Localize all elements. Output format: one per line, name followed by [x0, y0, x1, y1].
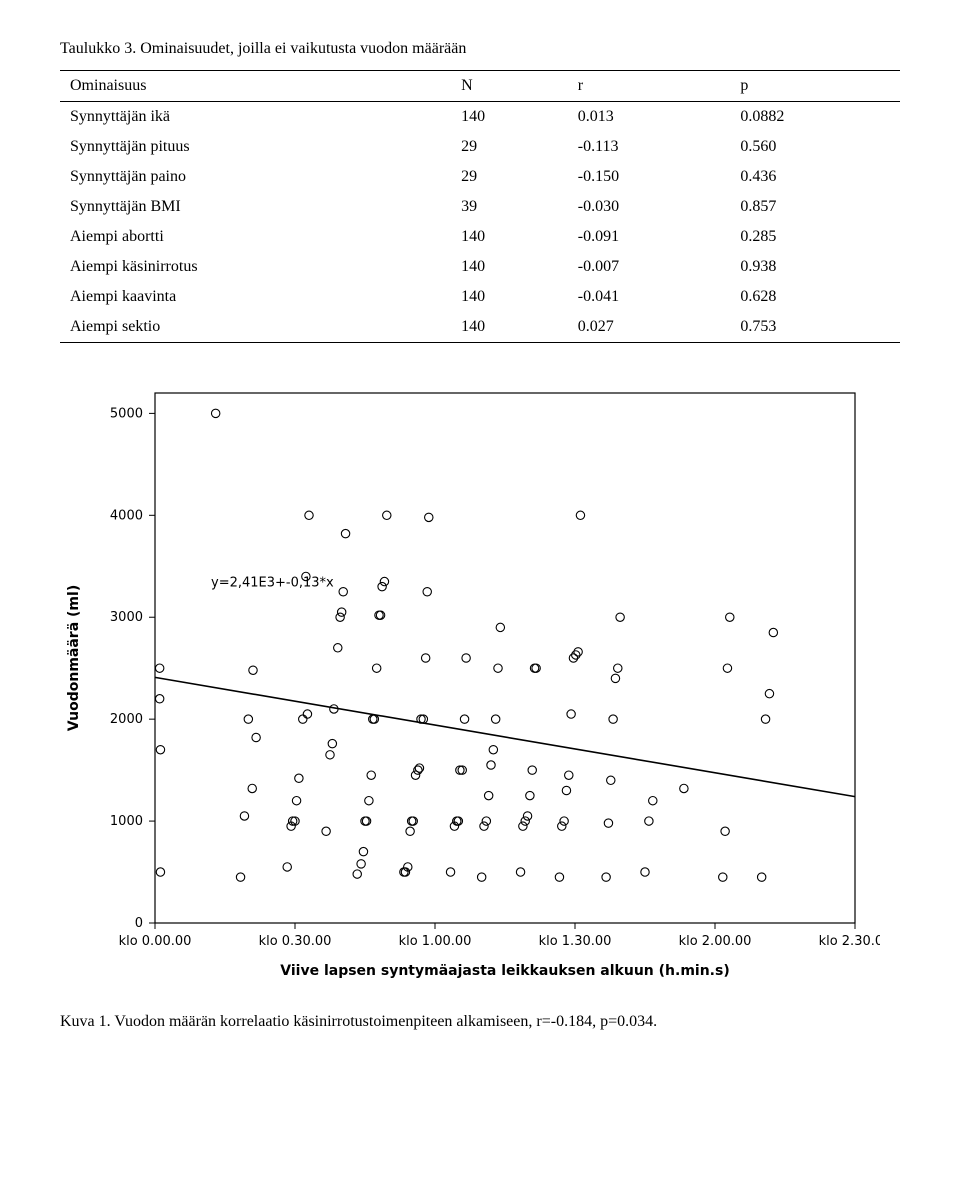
table-cell: 140 [451, 312, 568, 343]
svg-text:0: 0 [135, 916, 143, 931]
table-cell: 39 [451, 192, 568, 222]
svg-text:4000: 4000 [110, 508, 143, 523]
table-cell: 0.436 [730, 162, 900, 192]
table-row: Aiempi käsinirrotus140-0.0070.938 [60, 252, 900, 282]
table-row: Synnyttäjän ikä1400.0130.0882 [60, 102, 900, 133]
table-cell: 0.857 [730, 192, 900, 222]
table-row: Synnyttäjän BMI39-0.0300.857 [60, 192, 900, 222]
table-cell: 0.285 [730, 222, 900, 252]
table-cell: -0.091 [568, 222, 731, 252]
svg-text:1000: 1000 [110, 814, 143, 829]
table-title: Taulukko 3. Ominaisuudet, joilla ei vaik… [60, 40, 900, 58]
svg-text:3000: 3000 [110, 610, 143, 625]
table-cell: -0.007 [568, 252, 731, 282]
table-cell: 0.753 [730, 312, 900, 343]
table-cell: 0.560 [730, 132, 900, 162]
table-cell: 140 [451, 282, 568, 312]
table-cell: 140 [451, 102, 568, 133]
scatter-chart: 0 1000 2000 3000 4000 5000 klo 0.00.00 klo 0.30… [60, 373, 900, 993]
col-header: p [730, 71, 900, 102]
table-cell: 0.628 [730, 282, 900, 312]
svg-text:klo 0.30.00: klo 0.30.00 [259, 934, 332, 949]
col-header: r [568, 71, 731, 102]
table-cell: 140 [451, 252, 568, 282]
table-cell: Aiempi käsinirrotus [60, 252, 451, 282]
table-cell: Synnyttäjän ikä [60, 102, 451, 133]
table-row: Synnyttäjän pituus29-0.1130.560 [60, 132, 900, 162]
svg-text:2000: 2000 [110, 712, 143, 727]
svg-text:klo 0.00.00: klo 0.00.00 [119, 934, 192, 949]
svg-text:Vuodonmäärä (ml): Vuodonmäärä (ml) [66, 585, 82, 731]
table-cell: Aiempi sektio [60, 312, 451, 343]
col-header: Ominaisuus [60, 71, 451, 102]
table-cell: Synnyttäjän BMI [60, 192, 451, 222]
data-table: Ominaisuus N r p Synnyttäjän ikä1400.013… [60, 70, 900, 343]
table-cell: 0.938 [730, 252, 900, 282]
table-cell: 29 [451, 162, 568, 192]
col-header: N [451, 71, 568, 102]
table-cell: -0.041 [568, 282, 731, 312]
table-cell: Synnyttäjän paino [60, 162, 451, 192]
svg-text:klo 1.30.00: klo 1.30.00 [539, 934, 612, 949]
svg-text:klo 2.30.00: klo 2.30.00 [819, 934, 880, 949]
table-cell: Aiempi kaavinta [60, 282, 451, 312]
figure-caption: Kuva 1. Vuodon määrän korrelaatio käsini… [60, 1013, 900, 1031]
table-cell: 29 [451, 132, 568, 162]
table-cell: -0.113 [568, 132, 731, 162]
table-cell: 0.0882 [730, 102, 900, 133]
table-cell: -0.030 [568, 192, 731, 222]
table-cell: -0.150 [568, 162, 731, 192]
table-row: Synnyttäjän paino29-0.1500.436 [60, 162, 900, 192]
table-row: Aiempi kaavinta140-0.0410.628 [60, 282, 900, 312]
svg-text:Viive lapsen syntymäajasta lei: Viive lapsen syntymäajasta leikkauksen a… [280, 963, 729, 979]
table-row: Aiempi sektio1400.0270.753 [60, 312, 900, 343]
table-row: Aiempi abortti140-0.0910.285 [60, 222, 900, 252]
table-cell: 140 [451, 222, 568, 252]
svg-text:y=2,41E3+-0,13*x: y=2,41E3+-0,13*x [211, 576, 334, 591]
table-cell: Synnyttäjän pituus [60, 132, 451, 162]
svg-text:klo 2.00.00: klo 2.00.00 [679, 934, 752, 949]
svg-text:klo 1.00.00: klo 1.00.00 [399, 934, 472, 949]
table-cell: 0.013 [568, 102, 731, 133]
table-cell: 0.027 [568, 312, 731, 343]
table-cell: Aiempi abortti [60, 222, 451, 252]
svg-text:5000: 5000 [110, 406, 143, 421]
